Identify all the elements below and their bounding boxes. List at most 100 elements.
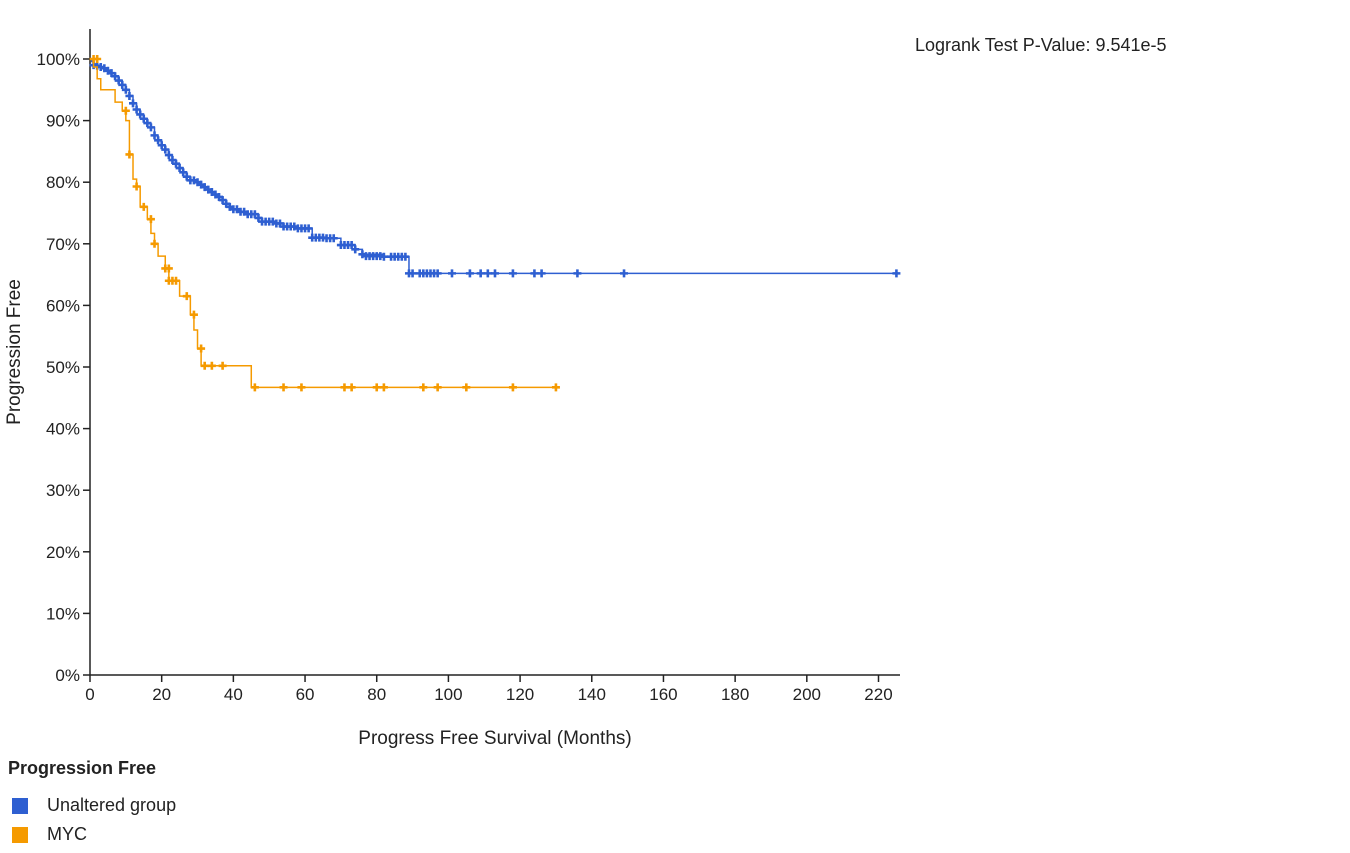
censor-mark (372, 383, 381, 392)
censor-mark (892, 269, 901, 278)
censor-mark (620, 269, 629, 278)
legend-label-unaltered: Unaltered group (47, 795, 177, 815)
censor-mark (172, 276, 181, 285)
y-tick-label: 50% (46, 358, 80, 377)
legend-label-myc: MYC (47, 824, 87, 844)
x-tick-label: 180 (721, 685, 749, 704)
censor-mark (551, 383, 560, 392)
censor-mark (347, 241, 356, 250)
y-tick-label: 60% (46, 296, 80, 315)
censor-mark (573, 269, 582, 278)
censor-mark (508, 269, 517, 278)
legend-title: Progression Free (8, 758, 157, 778)
censor-mark (465, 269, 474, 278)
censor-mark (125, 91, 134, 100)
series-layer (89, 55, 901, 392)
legend: Progression Free Unaltered group MYC (8, 758, 408, 849)
censor-mark (129, 99, 138, 108)
censor-mark (157, 141, 166, 150)
censor-mark (207, 361, 216, 370)
censor-mark (179, 168, 188, 177)
censor-mark (347, 383, 356, 392)
x-tick-label: 100 (434, 685, 462, 704)
censor-mark (93, 55, 102, 63)
censor-mark (329, 234, 338, 243)
censor-mark (351, 245, 360, 254)
censor-mark (189, 310, 198, 319)
censor-mark (419, 383, 428, 392)
censor-mark (164, 264, 173, 273)
legend-item-unaltered[interactable]: Unaltered group (8, 791, 408, 820)
x-tick-label: 40 (224, 685, 243, 704)
censor-mark (379, 252, 388, 261)
censor-mark (530, 269, 539, 278)
y-tick-label: 70% (46, 235, 80, 254)
censor-mark (304, 224, 313, 233)
x-tick-label: 200 (793, 685, 821, 704)
series-myc (89, 55, 560, 392)
censor-mark (139, 114, 148, 123)
x-tick-label: 20 (152, 685, 171, 704)
x-tick-label: 140 (578, 685, 606, 704)
censor-mark (175, 164, 184, 173)
censor-mark (150, 131, 159, 140)
censor-mark (433, 269, 442, 278)
series-line-unaltered-group (90, 58, 900, 275)
x-tick-label: 60 (296, 685, 315, 704)
censor-mark (136, 110, 145, 119)
censor-mark (164, 151, 173, 160)
survival-chart: 0% 10% 20% 30% 40% 50% 60% 70% 80% 90% 100% 0 20 40 6… (4, 29, 1167, 749)
x-axis: 0 20 40 60 80 100 120 140 160 180 200 220 (85, 674, 900, 704)
censor-mark (218, 361, 227, 370)
y-tick-label: 100% (37, 50, 80, 69)
censor-mark (143, 119, 152, 128)
x-tick-label: 120 (506, 685, 534, 704)
censor-mark (132, 105, 141, 114)
censor-mark (401, 252, 410, 261)
censor-mark (121, 106, 130, 115)
censor-mark (447, 269, 456, 278)
censor-mark (150, 239, 159, 248)
series-line-myc (90, 58, 556, 389)
censor-mark (125, 150, 134, 159)
censor-mark (379, 383, 388, 392)
censor-mark (111, 72, 120, 81)
y-tick-label: 20% (46, 543, 80, 562)
censor-mark (483, 269, 492, 278)
y-tick-label: 30% (46, 481, 80, 500)
censor-mark (491, 269, 499, 278)
censor-mark (172, 159, 181, 168)
x-tick-label: 80 (367, 685, 386, 704)
censor-mark (250, 383, 259, 392)
censor-mark (146, 123, 155, 132)
censor-mark (118, 80, 127, 89)
legend-swatch-myc (12, 826, 28, 843)
x-tick-label: 220 (864, 685, 892, 704)
x-tick-label: 160 (649, 685, 677, 704)
censor-mark (114, 76, 123, 85)
censor-mark (161, 145, 170, 154)
censor-mark (462, 383, 471, 392)
legend-swatch-unaltered (12, 797, 28, 814)
x-tick-label: 0 (85, 685, 94, 704)
x-axis-title: Progress Free Survival (Months) (358, 728, 631, 749)
logrank-pvalue: Logrank Test P-Value: 9.541e-5 (915, 35, 1167, 55)
y-tick-label: 40% (46, 420, 80, 439)
y-tick-label: 90% (46, 112, 80, 131)
censor-mark (146, 215, 155, 224)
censor-mark (408, 269, 417, 278)
censor-mark (154, 136, 163, 145)
censor-mark (279, 383, 288, 392)
censor-mark (139, 202, 148, 211)
legend-item-myc[interactable]: MYC (8, 820, 408, 849)
censor-mark (508, 383, 517, 392)
y-tick-label: 0% (55, 666, 80, 685)
censor-mark (200, 361, 209, 370)
censor-mark (132, 182, 141, 191)
series-unaltered-group (89, 58, 901, 278)
censor-mark (197, 344, 206, 353)
censor-mark (476, 269, 485, 278)
censor-mark (121, 85, 130, 94)
censor-mark (297, 383, 306, 392)
y-tick-label: 80% (46, 173, 80, 192)
